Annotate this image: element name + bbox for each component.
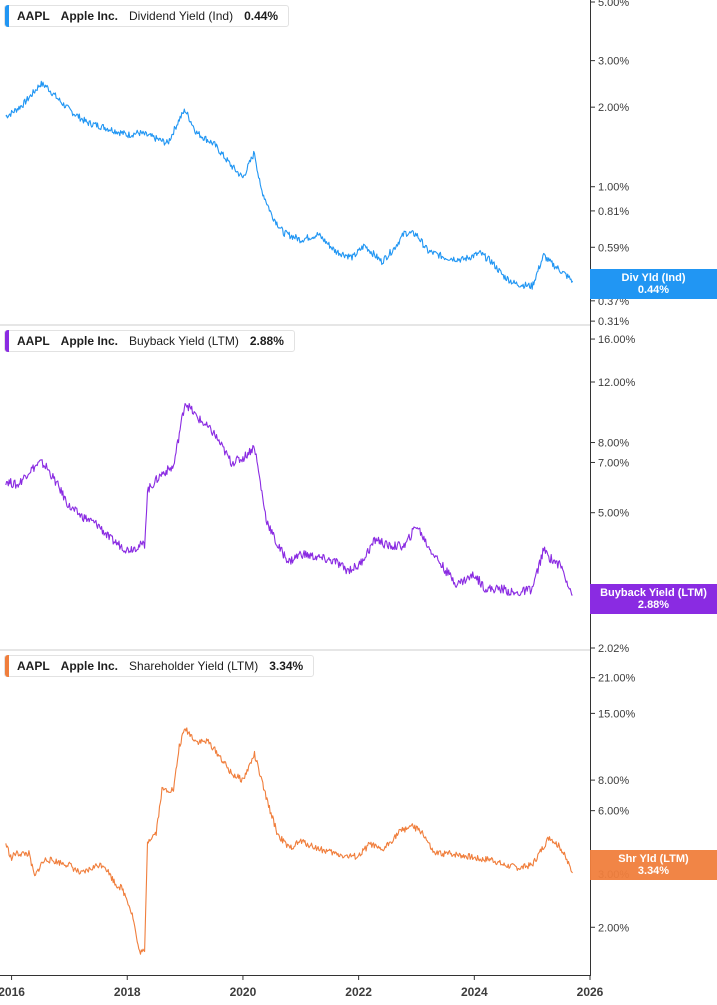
y-tick-label: 21.00% bbox=[598, 673, 636, 685]
legend-ticker: AAPL bbox=[17, 659, 50, 673]
legend-swatch bbox=[5, 330, 9, 352]
x-tick-label: 2022 bbox=[345, 985, 372, 999]
y-tick-label: 0.81% bbox=[598, 206, 629, 218]
y-tick-label: 0.31% bbox=[598, 316, 629, 328]
legend-shareholder-yield: AAPL Apple Inc. Shareholder Yield (LTM) … bbox=[4, 655, 315, 677]
x-tick-label: 2026 bbox=[577, 985, 604, 999]
y-tick-label: 2.00% bbox=[598, 922, 629, 934]
legend-swatch bbox=[5, 5, 9, 27]
legend-buyback-yield: AAPL Apple Inc. Buyback Yield (LTM) 2.88… bbox=[4, 330, 295, 352]
y-tick-label: 7.00% bbox=[598, 457, 629, 469]
y-tick-label: 15.00% bbox=[598, 708, 636, 720]
legend-company: Apple Inc. bbox=[60, 334, 119, 348]
legend-metric: Shareholder Yield (LTM) bbox=[129, 659, 259, 673]
y-tick-label: 2.02% bbox=[598, 643, 629, 655]
flag-label: Shr Yld (LTM) bbox=[618, 853, 689, 865]
flag-label: Div Yld (Ind) bbox=[621, 272, 686, 284]
y-tick-label: 2.00% bbox=[598, 102, 629, 114]
y-tick-label: 3.00% bbox=[598, 56, 629, 68]
flag-value: 2.88% bbox=[637, 599, 670, 611]
x-tick-label: 2016 bbox=[0, 985, 25, 999]
x-tick-label: 2020 bbox=[230, 985, 257, 999]
y-tick-label: 5.00% bbox=[598, 0, 629, 9]
legend-value: 0.44% bbox=[244, 9, 279, 23]
flag-dividend-yield: Div Yld (Ind) 0.44% bbox=[590, 269, 717, 299]
x-tick-label: 2024 bbox=[461, 985, 488, 999]
legend-metric: Dividend Yield (Ind) bbox=[129, 9, 234, 23]
y-tick-label: 0.59% bbox=[598, 242, 629, 254]
flag-label: Buyback Yield (LTM) bbox=[600, 587, 707, 599]
x-tick-label: 2018 bbox=[114, 985, 141, 999]
legend-value: 3.34% bbox=[269, 659, 304, 673]
legend-swatch bbox=[5, 655, 9, 677]
series-line-0 bbox=[5, 80, 574, 290]
flag-buyback-yield: Buyback Yield (LTM) 2.88% bbox=[590, 584, 717, 614]
legend-ticker: AAPL bbox=[17, 9, 50, 23]
series-line-1 bbox=[5, 402, 573, 597]
y-tick-label: 8.00% bbox=[598, 438, 629, 450]
series-line-2 bbox=[5, 727, 573, 955]
flag-value: 0.44% bbox=[637, 284, 670, 296]
flag-shareholder-yield: Shr Yld (LTM) 3.34% bbox=[590, 850, 717, 880]
legend-ticker: AAPL bbox=[17, 334, 50, 348]
legend-dividend-yield: AAPL Apple Inc. Dividend Yield (Ind) 0.4… bbox=[4, 5, 290, 27]
flag-value: 3.34% bbox=[637, 865, 670, 877]
legend-company: Apple Inc. bbox=[60, 659, 119, 673]
y-tick-label: 12.00% bbox=[598, 377, 636, 389]
y-tick-label: 5.00% bbox=[598, 508, 629, 520]
legend-value: 2.88% bbox=[249, 334, 284, 348]
panel-dividers bbox=[0, 324, 590, 651]
legend-company: Apple Inc. bbox=[60, 9, 119, 23]
y-tick-label: 8.00% bbox=[598, 775, 629, 787]
y-tick-label: 16.00% bbox=[598, 334, 636, 346]
legend-metric: Buyback Yield (LTM) bbox=[129, 334, 239, 348]
y-tick-label: 1.00% bbox=[598, 182, 629, 194]
y-tick-label: 6.00% bbox=[598, 806, 629, 818]
